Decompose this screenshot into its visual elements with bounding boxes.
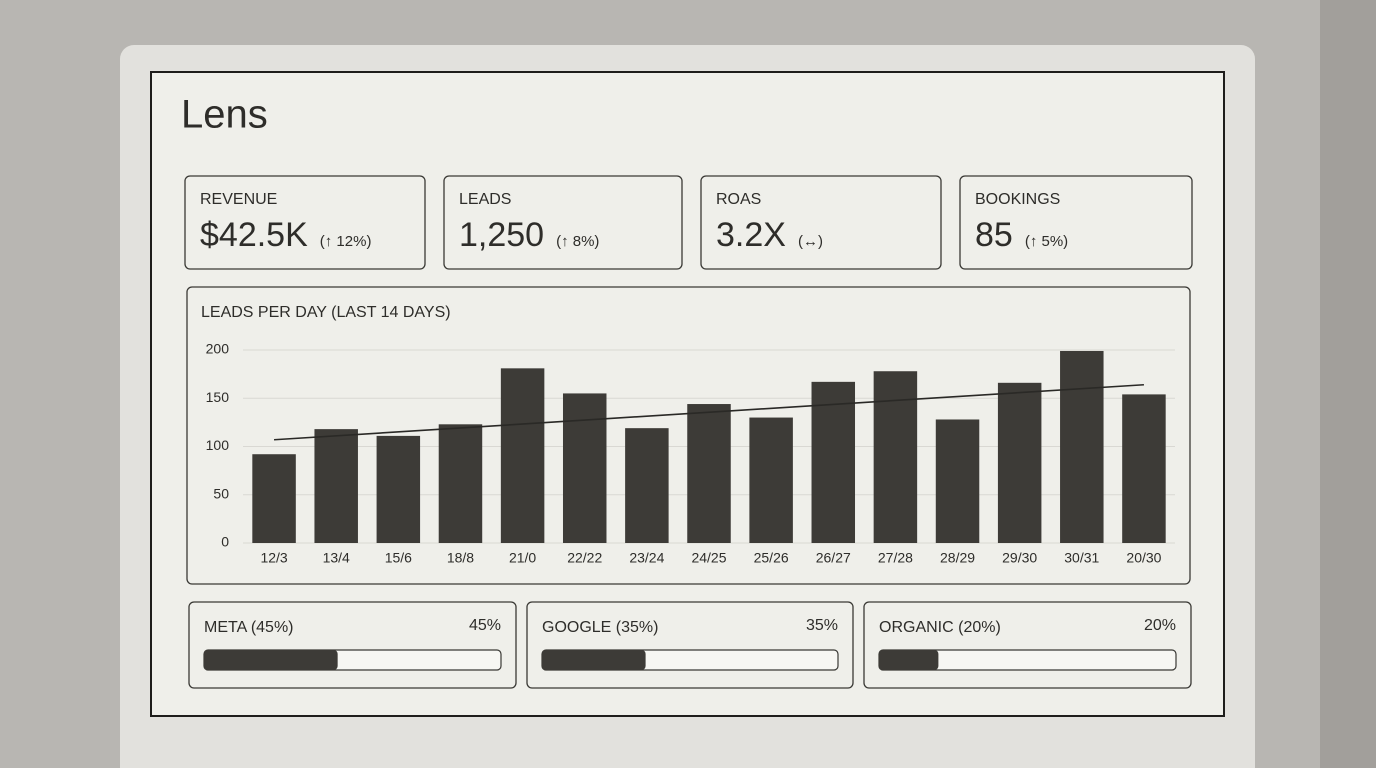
kpi-card: [959, 175, 1193, 270]
bar: [500, 368, 545, 543]
kpi-value: 1,250: [459, 216, 544, 254]
channel-value-label: 20%: [1144, 617, 1176, 634]
x-tick-label: 13/4: [323, 550, 350, 566]
progress-fill: [879, 650, 939, 670]
x-tick-label: 22/22: [567, 550, 602, 566]
channel-label: ORGANIC (20%): [879, 619, 1001, 636]
x-tick-label: 26/27: [816, 550, 851, 566]
x-tick-label: 25/26: [754, 550, 789, 566]
channel-label: GOOGLE (35%): [542, 619, 658, 636]
channel-value-label: 35%: [806, 617, 838, 634]
chart-card: [186, 286, 1191, 585]
bar: [1060, 350, 1104, 543]
kpi-card: [700, 175, 942, 270]
y-tick-label: 50: [213, 485, 229, 501]
bar: [252, 454, 296, 543]
y-tick-label: 0: [221, 534, 229, 550]
kpi-label: BOOKINGS: [975, 191, 1060, 208]
bar: [935, 419, 980, 543]
kpi-label: LEADS: [459, 191, 511, 208]
y-tick-label: 150: [206, 389, 230, 405]
chart-title: LEADS PER DAY (LAST 14 DAYS): [201, 304, 451, 321]
kpi-label: ROAS: [716, 191, 761, 208]
channel-card: [863, 601, 1192, 689]
x-tick-label: 12/3: [260, 550, 287, 566]
bar: [687, 404, 731, 543]
trend-line: [274, 383, 1144, 441]
kpi-card: [443, 175, 683, 270]
kpi-value: 85: [975, 216, 1013, 254]
bar: [314, 429, 358, 543]
x-tick-label: 27/28: [878, 550, 913, 566]
x-tick-label: 18/8: [447, 550, 474, 566]
x-tick-label: 15/6: [385, 550, 412, 566]
bar: [625, 428, 669, 543]
x-tick-label: 24/25: [691, 550, 726, 566]
channel-card: [526, 601, 854, 689]
bar: [811, 381, 856, 543]
bar: [1122, 394, 1166, 543]
x-tick-label: 20/30: [1126, 550, 1161, 566]
bar: [873, 371, 918, 543]
kpi-value: 3.2X: [716, 216, 786, 254]
channel-card: [188, 601, 517, 689]
y-tick-label: 100: [206, 437, 230, 453]
x-tick-label: 29/30: [1002, 550, 1037, 566]
bar: [997, 382, 1042, 543]
screen: [150, 71, 1225, 717]
kpi-change: (↔): [798, 233, 823, 250]
kpi-change: (↑ 8%): [556, 233, 599, 250]
kpi-value: $42.5K: [200, 216, 308, 254]
progress-fill: [542, 650, 646, 670]
kpi-card: [184, 175, 426, 270]
bar: [562, 393, 607, 543]
bar: [438, 424, 483, 543]
wall-shadow: [1320, 0, 1376, 768]
x-tick-label: 28/29: [940, 550, 975, 566]
x-tick-label: 23/24: [629, 550, 664, 566]
x-tick-label: 30/31: [1064, 550, 1099, 566]
y-tick-label: 200: [206, 341, 230, 357]
channel-label: META (45%): [204, 619, 294, 636]
bar: [376, 435, 421, 543]
bar: [749, 417, 793, 543]
kpi-change: (↑ 12%): [320, 233, 372, 250]
app-title: Lens: [181, 93, 268, 137]
channel-value-label: 45%: [469, 617, 501, 634]
kpi-label: REVENUE: [200, 191, 277, 208]
x-tick-label: 21/0: [509, 550, 536, 566]
progress-fill: [204, 650, 338, 670]
kpi-change: (↑ 5%): [1025, 233, 1068, 250]
